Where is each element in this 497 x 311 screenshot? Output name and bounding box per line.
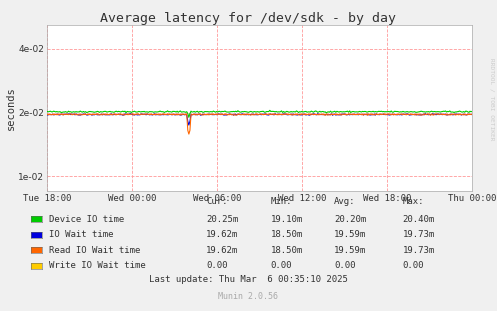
Text: IO Wait time: IO Wait time: [49, 230, 113, 239]
Text: 0.00: 0.00: [334, 262, 355, 270]
Text: 19.73m: 19.73m: [403, 230, 435, 239]
Text: 0.00: 0.00: [206, 262, 228, 270]
Text: 19.10m: 19.10m: [271, 215, 303, 224]
Text: Cur:: Cur:: [206, 197, 228, 206]
Text: Average latency for /dev/sdk - by day: Average latency for /dev/sdk - by day: [100, 12, 397, 26]
Text: RRDTOOL / TOBI OETIKER: RRDTOOL / TOBI OETIKER: [490, 58, 495, 141]
Text: 18.50m: 18.50m: [271, 246, 303, 255]
Text: Max:: Max:: [403, 197, 424, 206]
Text: 18.50m: 18.50m: [271, 230, 303, 239]
Text: 19.62m: 19.62m: [206, 246, 239, 255]
Text: Device IO time: Device IO time: [49, 215, 124, 224]
Text: Write IO Wait time: Write IO Wait time: [49, 262, 146, 270]
Text: Avg:: Avg:: [334, 197, 355, 206]
Text: 20.40m: 20.40m: [403, 215, 435, 224]
Text: 20.20m: 20.20m: [334, 215, 366, 224]
Text: Last update: Thu Mar  6 00:35:10 2025: Last update: Thu Mar 6 00:35:10 2025: [149, 275, 348, 284]
Text: 20.25m: 20.25m: [206, 215, 239, 224]
Text: Munin 2.0.56: Munin 2.0.56: [219, 291, 278, 300]
Text: Read IO Wait time: Read IO Wait time: [49, 246, 140, 255]
Text: 0.00: 0.00: [403, 262, 424, 270]
Y-axis label: seconds: seconds: [5, 86, 16, 130]
Text: 19.59m: 19.59m: [334, 246, 366, 255]
Text: 19.73m: 19.73m: [403, 246, 435, 255]
Text: 19.59m: 19.59m: [334, 230, 366, 239]
Text: Min:: Min:: [271, 197, 292, 206]
Text: 19.62m: 19.62m: [206, 230, 239, 239]
Text: 0.00: 0.00: [271, 262, 292, 270]
